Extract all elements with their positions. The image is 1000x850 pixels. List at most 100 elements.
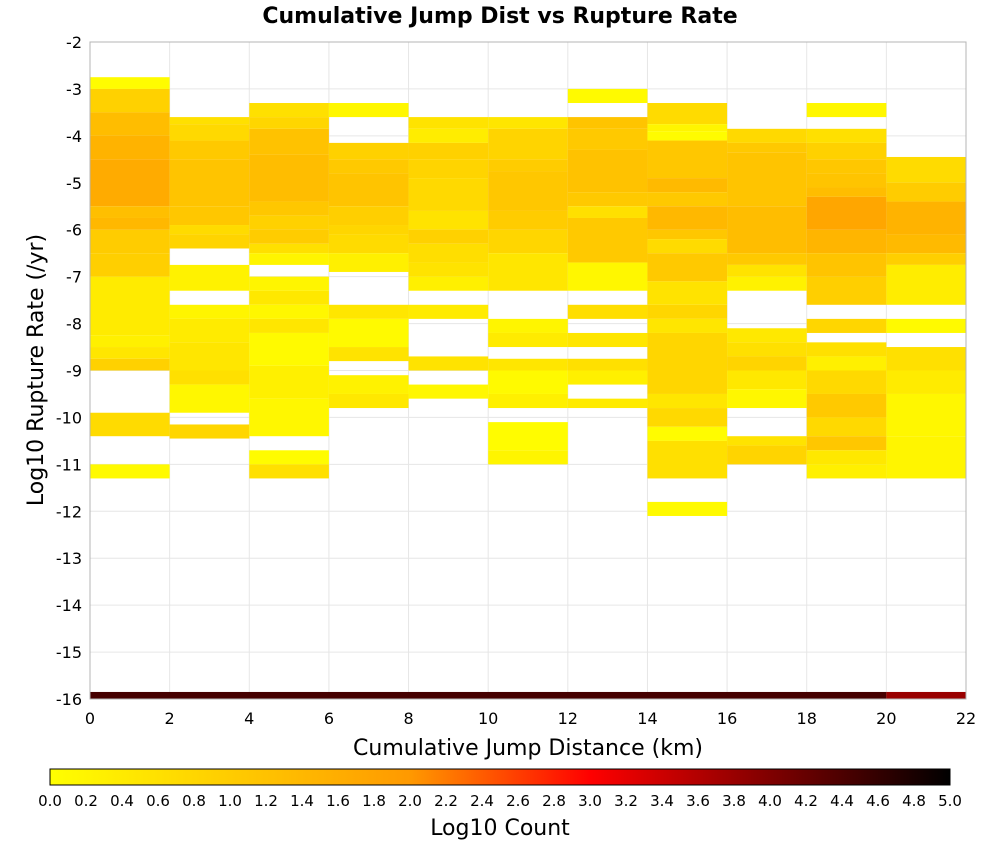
heatmap-cell bbox=[727, 253, 807, 265]
x-tick-label: 0 bbox=[85, 709, 95, 728]
heatmap-cell bbox=[90, 135, 170, 160]
heatmap-cell bbox=[727, 328, 807, 343]
heatmap-cell bbox=[886, 436, 966, 479]
colorbar-tick-label: 1.4 bbox=[290, 792, 314, 810]
heatmap-cell bbox=[727, 436, 807, 446]
heatmap-cell bbox=[249, 117, 329, 129]
heatmap-cell bbox=[567, 192, 648, 207]
heatmap-cell bbox=[488, 450, 568, 465]
y-tick-label: -9 bbox=[66, 362, 82, 381]
heatmap-cell bbox=[727, 389, 807, 409]
heatmap-cell bbox=[647, 253, 728, 282]
heatmap-cell bbox=[647, 192, 728, 207]
heatmap-cell bbox=[488, 422, 568, 451]
heatmap-cell bbox=[169, 117, 250, 125]
heatmap-cell bbox=[169, 318, 250, 343]
y-tick-labels: -2 -3 -4 -5 -6 -7 -8 -9 -10 -11 -12 -13 -14 -15 -16 bbox=[56, 33, 82, 709]
heatmap-cell bbox=[647, 318, 728, 333]
colorbar-label: Log10 Count bbox=[430, 816, 570, 841]
heatmap-cell bbox=[169, 264, 250, 291]
heatmap-cell bbox=[249, 304, 329, 319]
heatmap-cell bbox=[249, 290, 329, 305]
x-axis-label: Cumulative Jump Distance (km) bbox=[353, 736, 703, 761]
heatmap-cell bbox=[727, 276, 807, 291]
heatmap-cell bbox=[727, 142, 807, 153]
heatmap-cell bbox=[408, 356, 489, 371]
heatmap-cell bbox=[328, 159, 409, 174]
y-tick-label: -13 bbox=[56, 549, 82, 568]
heatmap-cell bbox=[90, 253, 170, 277]
heatmap-cell bbox=[169, 159, 250, 207]
heatmap-cell bbox=[567, 149, 648, 193]
heatmap-cell bbox=[567, 117, 648, 129]
colorbar-tick-label: 4.8 bbox=[902, 792, 926, 810]
heatmap-cell bbox=[886, 234, 966, 254]
heatmap-cell bbox=[567, 304, 648, 319]
y-tick-label: -14 bbox=[56, 596, 82, 615]
colorbar-tick-label: 3.8 bbox=[722, 792, 746, 810]
colorbar-tick-label: 4.0 bbox=[758, 792, 782, 810]
colorbar-tick-label: 0.4 bbox=[110, 792, 134, 810]
heatmap-cell bbox=[249, 229, 329, 244]
heatmap-cell bbox=[567, 262, 648, 291]
x-tick-label: 6 bbox=[324, 709, 334, 728]
heatmap-cell bbox=[169, 225, 250, 235]
heatmap-cell bbox=[806, 187, 887, 197]
heatmap-cell bbox=[488, 159, 568, 172]
x-tick-label: 16 bbox=[717, 709, 737, 728]
heatmap-cell bbox=[90, 112, 170, 136]
heatmap-cell bbox=[169, 384, 250, 413]
x-tick-label: 14 bbox=[637, 709, 657, 728]
x-tick-labels: 0 2 4 6 8 10 12 14 16 18 20 22 bbox=[85, 709, 976, 728]
heatmap-cell bbox=[90, 335, 170, 348]
heatmap-cell bbox=[806, 417, 887, 437]
heatmap-cell bbox=[488, 318, 568, 333]
colorbar-tick-label: 3.0 bbox=[578, 792, 602, 810]
heatmap-cell bbox=[806, 128, 887, 143]
heatmap-cell bbox=[886, 318, 966, 333]
heatmap-cell bbox=[249, 276, 329, 291]
chart-title: Cumulative Jump Dist vs Rupture Rate bbox=[262, 4, 737, 29]
heatmap-cell bbox=[567, 358, 648, 371]
heatmap-cell bbox=[328, 173, 409, 207]
colorbar-tick-label: 2.6 bbox=[506, 792, 530, 810]
heatmap-cell bbox=[647, 393, 728, 409]
heatmap-cell bbox=[806, 142, 887, 160]
heatmap-cell bbox=[249, 215, 329, 230]
heatmap-cell bbox=[249, 103, 329, 118]
x-tick-label: 18 bbox=[797, 709, 817, 728]
heatmap-cell bbox=[249, 201, 329, 216]
y-tick-label: -15 bbox=[56, 643, 82, 662]
heatmap-cell bbox=[727, 445, 807, 465]
heatmap-cell bbox=[647, 239, 728, 254]
heatmap-cell bbox=[886, 347, 966, 371]
colorbar-tick-label: 0.6 bbox=[146, 792, 170, 810]
heatmap-cell bbox=[647, 332, 728, 394]
heatmap-cell bbox=[727, 206, 807, 254]
heatmap-cell bbox=[806, 370, 887, 394]
heatmap-cell bbox=[886, 182, 966, 202]
heatmap-cell bbox=[169, 124, 250, 141]
plot-frame bbox=[89, 41, 967, 700]
y-tick-label: -11 bbox=[56, 455, 82, 474]
heatmap-cell bbox=[249, 128, 329, 155]
heatmap-cell bbox=[647, 131, 728, 141]
y-tick-label: -7 bbox=[66, 268, 82, 287]
colorbar-tick-label: 4.2 bbox=[794, 792, 818, 810]
heatmap-cell bbox=[328, 253, 409, 272]
heatmap-cell bbox=[567, 332, 648, 348]
heatmap-cell bbox=[806, 253, 887, 277]
heatmap-cell bbox=[328, 225, 409, 235]
x-tick-label: 8 bbox=[403, 709, 413, 728]
heatmap-cell bbox=[249, 365, 329, 399]
y-tick-label: -8 bbox=[66, 315, 82, 334]
heatmap-cell bbox=[647, 124, 728, 132]
heatmap-cell bbox=[647, 206, 728, 230]
heatmap-cell bbox=[169, 304, 250, 319]
y-tick-label: -2 bbox=[66, 33, 82, 52]
heatmap-cell bbox=[408, 159, 489, 179]
heatmap-cell bbox=[169, 206, 250, 226]
heatmap-cell bbox=[488, 253, 568, 291]
heatmap-cell bbox=[567, 206, 648, 218]
heatmap-cell bbox=[886, 156, 966, 183]
